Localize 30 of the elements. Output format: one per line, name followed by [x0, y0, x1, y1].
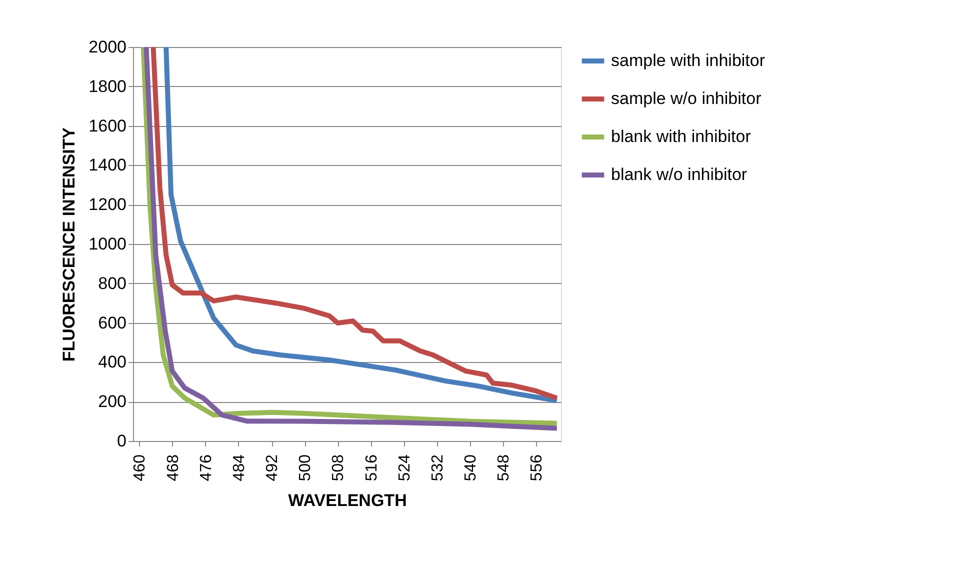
- y-axis-title: FLUORESCENCE INTENSITY: [60, 126, 79, 362]
- y-tick-label: 1400: [88, 156, 126, 175]
- x-tick-label: 468: [164, 454, 182, 482]
- x-tick-label: 540: [462, 454, 480, 482]
- x-tick-label: 460: [132, 454, 149, 482]
- y-tick-label: 1800: [88, 76, 126, 96]
- y-tick-label: 800: [98, 274, 126, 293]
- x-tick-label: 532: [429, 454, 446, 482]
- y-tick-label: 0: [117, 432, 126, 450]
- x-tick-label: 476: [198, 454, 215, 482]
- y-tick-label: 600: [98, 313, 126, 332]
- y-tick-label: 1000: [88, 234, 126, 254]
- legend-label: blank with inhibitor: [611, 127, 752, 146]
- x-tick-label: 508: [330, 454, 348, 482]
- x-tick-label: 548: [496, 454, 513, 482]
- y-tick-label: 1200: [88, 195, 126, 214]
- x-tick-label: 484: [230, 454, 248, 482]
- x-tick-label: 516: [363, 454, 380, 482]
- y-tick-label: 2000: [88, 38, 126, 56]
- x-axis-title: WAVELENGTH: [288, 491, 407, 510]
- legend-label: sample w/o inhibitor: [611, 89, 762, 108]
- x-tick-label: 492: [264, 454, 282, 482]
- y-tick-label: 200: [98, 392, 126, 412]
- legend-label: blank w/o inhibitor: [611, 165, 748, 184]
- y-tick-label: 400: [98, 352, 126, 372]
- x-tick-label: 500: [297, 454, 314, 482]
- legend-label: sample with inhibitor: [611, 51, 766, 70]
- x-tick-label: 524: [396, 454, 414, 482]
- x-tick-label: 556: [528, 454, 546, 482]
- y-tick-label: 1600: [88, 116, 126, 136]
